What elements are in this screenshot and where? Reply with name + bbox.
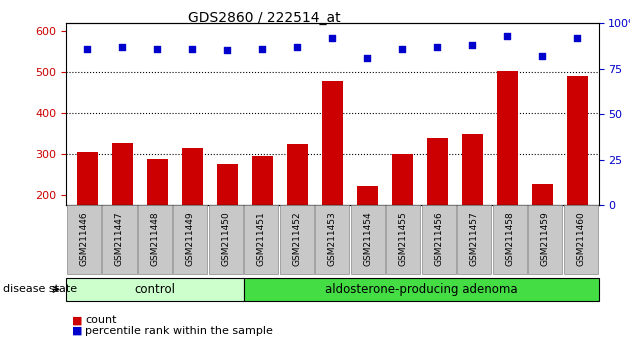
Bar bbox=[357, 185, 378, 205]
Point bbox=[117, 44, 127, 50]
Point bbox=[432, 44, 442, 50]
Point bbox=[362, 55, 372, 61]
Point bbox=[222, 47, 232, 53]
Text: GDS2860 / 222514_at: GDS2860 / 222514_at bbox=[188, 11, 341, 25]
Text: GSM211452: GSM211452 bbox=[292, 212, 301, 266]
Text: GSM211451: GSM211451 bbox=[257, 212, 266, 266]
Bar bbox=[567, 76, 588, 205]
Text: GSM211454: GSM211454 bbox=[364, 212, 372, 266]
Point bbox=[257, 46, 267, 51]
Point bbox=[537, 53, 547, 59]
Text: disease state: disease state bbox=[3, 284, 77, 295]
Point bbox=[573, 35, 583, 40]
Point bbox=[398, 46, 408, 51]
Text: ■: ■ bbox=[72, 326, 83, 336]
Text: GSM211457: GSM211457 bbox=[470, 212, 479, 266]
Bar bbox=[462, 135, 483, 205]
Text: GSM211459: GSM211459 bbox=[541, 212, 550, 266]
Point bbox=[292, 44, 302, 50]
Bar bbox=[392, 154, 413, 205]
Point bbox=[502, 33, 512, 39]
Text: GSM211450: GSM211450 bbox=[221, 212, 231, 266]
Text: ■: ■ bbox=[72, 315, 83, 325]
Text: GSM211456: GSM211456 bbox=[434, 212, 444, 266]
Text: GSM211455: GSM211455 bbox=[399, 212, 408, 266]
Point bbox=[152, 46, 163, 51]
Point bbox=[187, 46, 197, 51]
Text: GSM211453: GSM211453 bbox=[328, 212, 337, 266]
Bar bbox=[322, 81, 343, 205]
Point bbox=[328, 35, 338, 40]
Bar bbox=[147, 159, 168, 205]
Text: GSM211458: GSM211458 bbox=[505, 212, 514, 266]
Text: GSM211448: GSM211448 bbox=[151, 212, 159, 266]
Text: count: count bbox=[85, 315, 117, 325]
Bar bbox=[287, 144, 308, 205]
Bar bbox=[497, 71, 518, 205]
Bar bbox=[532, 184, 553, 205]
Point bbox=[82, 46, 92, 51]
Bar bbox=[217, 164, 238, 205]
Text: GSM211449: GSM211449 bbox=[186, 212, 195, 266]
Bar bbox=[181, 148, 203, 205]
Text: percentile rank within the sample: percentile rank within the sample bbox=[85, 326, 273, 336]
Bar bbox=[427, 138, 448, 205]
Text: aldosterone-producing adenoma: aldosterone-producing adenoma bbox=[324, 283, 517, 296]
Bar bbox=[112, 143, 133, 205]
Text: GSM211447: GSM211447 bbox=[115, 212, 124, 266]
Bar bbox=[77, 152, 98, 205]
Text: control: control bbox=[134, 283, 175, 296]
Bar bbox=[252, 156, 273, 205]
Point bbox=[467, 42, 478, 48]
Text: GSM211446: GSM211446 bbox=[79, 212, 88, 266]
Text: GSM211460: GSM211460 bbox=[576, 212, 585, 266]
